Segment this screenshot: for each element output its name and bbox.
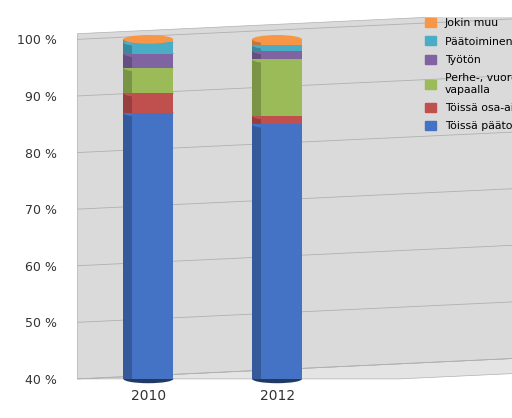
Ellipse shape: [123, 109, 173, 117]
Polygon shape: [77, 12, 512, 379]
Ellipse shape: [123, 89, 173, 97]
Legend: Jokin muu, Päätoiminen opiskelu, Työtön, Perhe-, vuorottelu- tms.
vapaalla, Töis: Jokin muu, Päätoiminen opiskelu, Työtön,…: [425, 18, 512, 131]
Bar: [123, 113, 173, 379]
Ellipse shape: [252, 46, 302, 55]
Bar: [252, 124, 261, 379]
Bar: [252, 116, 302, 124]
Bar: [252, 124, 302, 379]
Bar: [123, 54, 173, 68]
Bar: [252, 59, 302, 116]
Ellipse shape: [123, 38, 173, 46]
Bar: [252, 45, 302, 51]
Ellipse shape: [123, 89, 173, 97]
Bar: [252, 39, 302, 45]
Ellipse shape: [123, 375, 173, 383]
Bar: [123, 39, 133, 42]
Bar: [252, 51, 261, 59]
Bar: [252, 59, 261, 116]
Ellipse shape: [252, 375, 302, 383]
Ellipse shape: [252, 112, 302, 120]
Bar: [123, 54, 133, 68]
Bar: [123, 113, 133, 379]
Bar: [252, 39, 261, 45]
Ellipse shape: [123, 49, 173, 58]
Bar: [123, 39, 173, 42]
Ellipse shape: [252, 55, 302, 64]
Bar: [123, 42, 133, 54]
Bar: [123, 93, 173, 113]
Bar: [252, 51, 302, 59]
Ellipse shape: [123, 64, 173, 72]
Bar: [123, 93, 133, 113]
Ellipse shape: [123, 49, 173, 58]
Ellipse shape: [252, 41, 302, 49]
Bar: [123, 68, 133, 93]
Polygon shape: [77, 357, 512, 379]
Ellipse shape: [123, 109, 173, 117]
Ellipse shape: [252, 112, 302, 120]
Ellipse shape: [252, 41, 302, 49]
Ellipse shape: [252, 46, 302, 55]
Ellipse shape: [123, 35, 173, 43]
Bar: [252, 116, 261, 124]
Ellipse shape: [123, 38, 173, 46]
Bar: [123, 68, 173, 93]
Ellipse shape: [123, 64, 173, 72]
Ellipse shape: [252, 55, 302, 64]
Ellipse shape: [252, 35, 302, 43]
Ellipse shape: [252, 120, 302, 129]
Bar: [252, 45, 261, 51]
Bar: [123, 42, 173, 54]
Ellipse shape: [252, 120, 302, 129]
